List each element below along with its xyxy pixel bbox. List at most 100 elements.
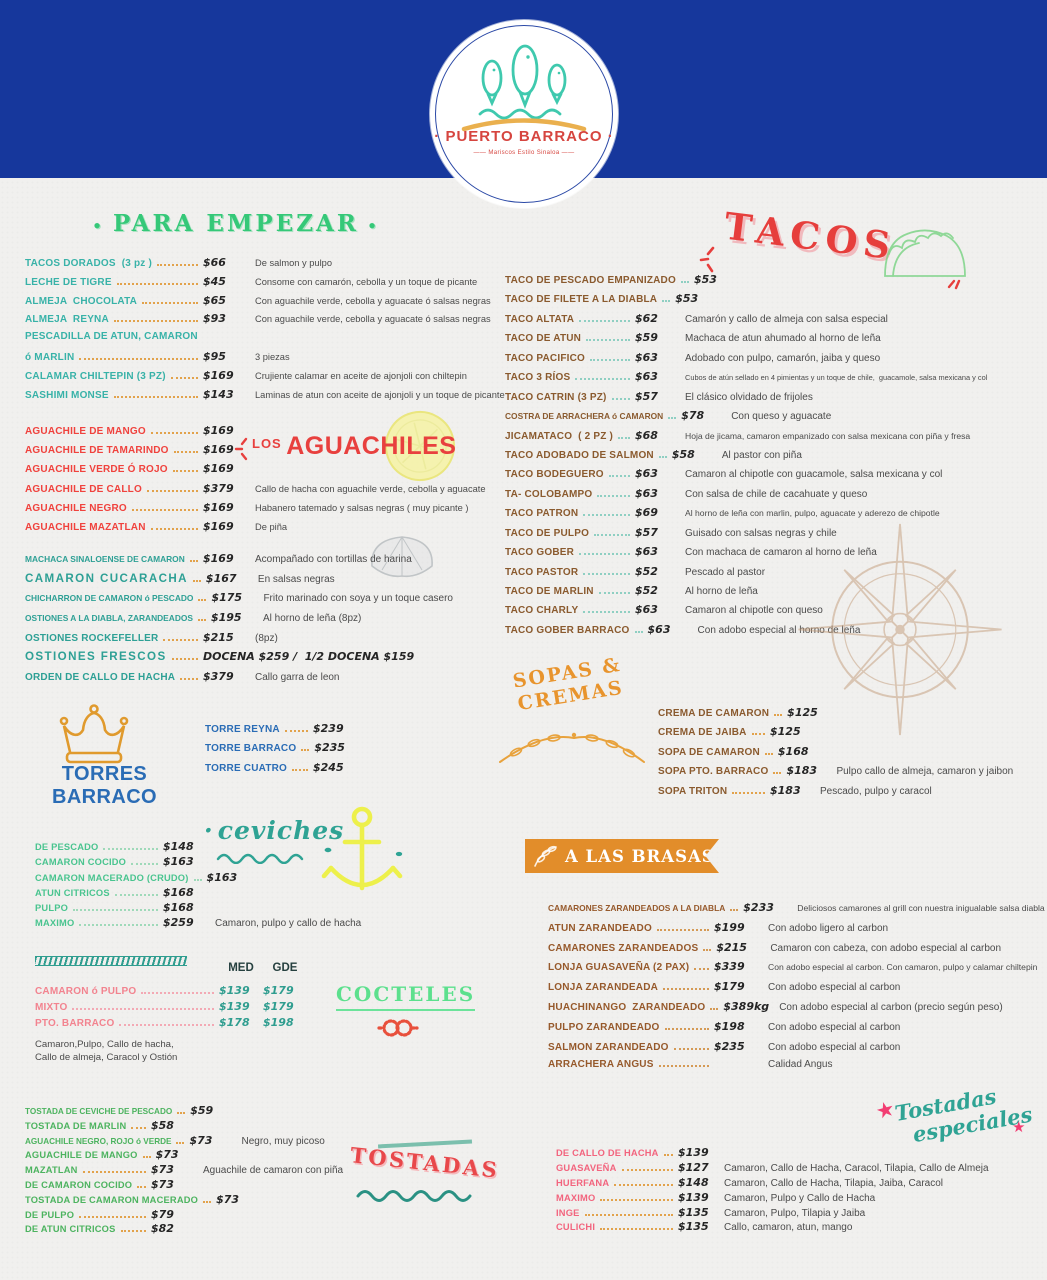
item-price: $59: [190, 1104, 214, 1117]
item-leader: COSTRA DE ARRACHERA ó CAMARON: [505, 411, 681, 422]
item-desc: Con salsa de chile de cacahuate y queso: [685, 488, 868, 500]
item-desc: Con machaca de camaron al horno de leña: [685, 547, 877, 559]
item-name: AGUACHILE DE MANGO: [25, 426, 146, 437]
item-leader: AGUACHILE NEGRO: [25, 503, 203, 514]
dotted-leader: [114, 893, 158, 896]
dotted-leader: [710, 1007, 719, 1010]
item-price: DOCENA $259 / 1/2 DOCENA $159: [203, 650, 415, 664]
item-price: $163: [163, 855, 194, 869]
dotted-leader: [73, 909, 158, 912]
item-name: TACO 3 RÍOS: [505, 372, 571, 384]
item-desc: Con adobo especial al carbon. Con camaro…: [768, 962, 1038, 973]
item-desc: Con aguachile verde, cebolla y aguacate …: [255, 314, 491, 325]
item-leader: MIXTO: [35, 1002, 219, 1013]
item-name: SALMON ZARANDEADO: [548, 1041, 669, 1053]
item-name: OSTIONES ROCKEFELLER: [25, 632, 159, 644]
item-name: TORRE CUATRO: [205, 762, 288, 774]
dotted-leader: [658, 1065, 709, 1068]
tacos-list: TACO DE PESCADO EMPANIZADO $53 TACO DE FIL…: [505, 273, 1045, 642]
header-band: PUERTO BARRACO Mariscos Estilo Sinaloa: [0, 0, 1047, 208]
taco-sketch-icon: [884, 229, 966, 277]
menu-item-row: ARRACHERA ANGUS Calidad Angus: [548, 1059, 1046, 1079]
laurel-branch-icon: [499, 732, 645, 763]
item-leader: AGUACHILE DE CALLO: [25, 484, 203, 495]
dotted-leader: [189, 560, 198, 562]
dotted-leader: [192, 579, 201, 582]
item-desc: Pulpo callo de almeja, camaron y jaibon: [836, 766, 1014, 778]
item-leader: TACO DE FILETE A LA DIABLA: [505, 294, 675, 305]
dotted-leader: [131, 508, 198, 511]
item-leader: SOPA PTO. BARRACO: [658, 766, 786, 777]
menu-item-row: TORRE BARRACO $235: [205, 741, 390, 760]
item-price: $175: [211, 591, 243, 605]
item-leader: CALAMAR CHILTEPIN (3 PZ): [25, 371, 203, 382]
dotted-leader: [614, 1183, 673, 1186]
size-col-med: MED: [228, 962, 254, 974]
dotted-leader: [131, 863, 158, 866]
item-leader: MAXIMO: [35, 918, 163, 929]
tostadas-wave-icon: [356, 1190, 472, 1202]
item-leader: ATUN CITRICOS: [35, 888, 163, 899]
star-icon: ★: [1012, 1119, 1026, 1136]
item-desc: Con queso y aguacate: [731, 411, 832, 423]
item-desc: Deliciosos camarones al grill con nuestr…: [797, 903, 1045, 913]
item-name: COSTRA DE ARRACHERA ó CAMARON: [505, 411, 664, 422]
menu-item-row: HUACHINANGO ZARANDEADO $389kg Con adobo es…: [548, 1000, 1046, 1020]
dotted-leader: [79, 357, 198, 360]
item-name: CREMA DE CAMARON: [658, 708, 770, 719]
menu-item-row: TACO 3 RÍOS $63 Cubos de atún sellado en 4…: [505, 370, 1045, 389]
menu-item-row: ATUN CITRICOS $168: [35, 886, 495, 901]
item-desc: El clásico olvidado de frijoles: [685, 391, 813, 403]
item-name: TACO GOBER: [505, 547, 575, 559]
menu-item-row: ALMEJA CHOCOLATA $65 Con aguachile verde, …: [25, 294, 503, 313]
item-price-gde: $179: [263, 984, 294, 997]
dotted-leader: [172, 470, 198, 473]
item-price: $183: [770, 783, 801, 797]
menu-item-row: SOPA DE CAMARON $168: [658, 745, 1044, 764]
item-name: TACO ADOBADO DE SALMON: [505, 449, 654, 461]
menu-item-row: LONJA ZARANDEADA $179 Con adobo especial a…: [548, 980, 1046, 1000]
aguachiles-title-word: AGUACHILES: [286, 432, 457, 460]
menu-item-row: CAMARON ó PULPO $139 $179: [35, 984, 355, 1000]
clam-shell-icon: [371, 536, 433, 578]
item-desc: Laminas de atun con aceite de ajonjoli y…: [255, 389, 505, 400]
item-name: TACO DE FILETE A LA DIABLA: [505, 294, 658, 306]
dotted-leader: [146, 489, 198, 492]
item-price: $239: [313, 722, 344, 735]
menu-item-row: OSTIONES ROCKEFELLER $215 (8pz): [25, 631, 503, 651]
item-desc: De piña: [255, 521, 288, 532]
menu-item-row: TACO DE MARLIN $52 Al horno de leña: [505, 584, 1045, 603]
item-leader: CAMARON CUCARACHA: [25, 572, 206, 585]
item-desc: Camaron al chipotle con queso: [685, 605, 823, 617]
compass-rose-icon: [798, 523, 1002, 736]
item-price: $139: [219, 1000, 250, 1014]
logo-title: PUERTO BARRACO: [430, 128, 618, 145]
item-name: OSTIONES A LA DIABLA, ZARANDEADOS: [25, 613, 193, 624]
menu-item-row: AGUACHILE DE TAMARINDO $169: [25, 443, 503, 462]
item-name: CHICHARRON DE CAMARON ó PESCADO: [25, 593, 194, 604]
item-name: ARRACHERA ANGUS: [548, 1059, 654, 1071]
dotted-leader: [583, 572, 630, 575]
dotted-leader: [583, 514, 630, 517]
item-price: $125: [787, 706, 818, 719]
item-desc: Camaron, Callo de Hacha, Tilapia, Jaiba,…: [724, 1177, 943, 1189]
item-name: TACO ALTATA: [505, 313, 575, 325]
menu-item-row: AGUACHILE DE MANGO $73: [25, 1148, 503, 1163]
item-leader: INGE: [556, 1208, 678, 1219]
item-price: $63: [635, 545, 658, 559]
item-leader: SASHIMI MONSE: [25, 390, 203, 401]
item-name: SOPA DE CAMARON: [658, 746, 760, 758]
dotted-leader: [590, 358, 630, 361]
item-name: CAMARONES ZARANDEADOS A LA DIABLA: [548, 903, 726, 913]
item-name: ATUN CITRICOS: [35, 887, 110, 898]
item-name: OSTIONES FRESCOS: [25, 650, 167, 664]
item-desc: Guisado con salsas negras y chile: [685, 527, 837, 539]
item-name: DE PESCADO: [35, 842, 99, 852]
item-desc: Hoja de jicama, camaron empanizado con s…: [685, 430, 971, 441]
dotted-leader: [575, 378, 630, 381]
item-name: CAMARON MACERADO (CRUDO): [35, 872, 189, 883]
dotted-leader: [171, 658, 198, 661]
tostadas-especiales-list: DE CALLO DE HACHA $139 GUASAVEÑA $127 Camaro…: [556, 1146, 1046, 1235]
item-leader: TACO DE MARLIN: [505, 586, 635, 597]
item-leader: SALMON ZARANDEADO: [548, 1042, 714, 1053]
